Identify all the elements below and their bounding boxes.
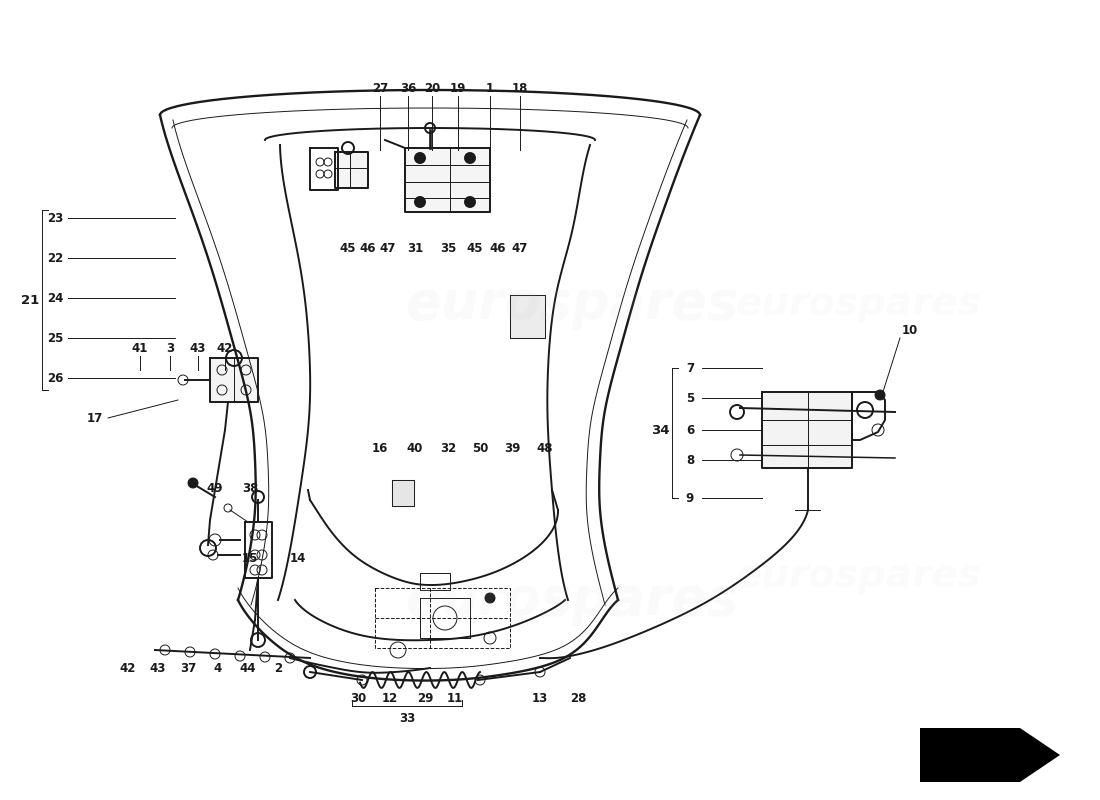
- Text: 37: 37: [180, 662, 196, 674]
- Text: 42: 42: [217, 342, 233, 354]
- Text: 22: 22: [47, 251, 63, 265]
- Circle shape: [874, 390, 886, 400]
- Text: 33: 33: [399, 711, 415, 725]
- Text: 45: 45: [466, 242, 483, 254]
- Text: 31: 31: [407, 242, 424, 254]
- Text: 39: 39: [504, 442, 520, 454]
- Text: 1: 1: [486, 82, 494, 94]
- Text: 21: 21: [21, 294, 40, 306]
- Text: 23: 23: [47, 211, 63, 225]
- Circle shape: [415, 153, 425, 163]
- Text: 6: 6: [686, 423, 694, 437]
- Text: 30: 30: [350, 691, 366, 705]
- Text: 50: 50: [472, 442, 488, 454]
- Text: 11: 11: [447, 691, 463, 705]
- Text: 41: 41: [132, 342, 148, 354]
- Text: 13: 13: [532, 691, 548, 705]
- Text: 43: 43: [190, 342, 206, 354]
- Text: eurospares: eurospares: [735, 557, 981, 595]
- Text: 10: 10: [902, 323, 918, 337]
- Circle shape: [415, 197, 425, 207]
- Text: 7: 7: [686, 362, 694, 374]
- Text: 27: 27: [372, 82, 388, 94]
- Text: 42: 42: [120, 662, 136, 674]
- Polygon shape: [920, 728, 1060, 782]
- Text: 40: 40: [407, 442, 424, 454]
- Text: eurospares: eurospares: [735, 285, 981, 323]
- Text: 3: 3: [166, 342, 174, 354]
- Text: 44: 44: [240, 662, 256, 674]
- Circle shape: [465, 153, 475, 163]
- Circle shape: [465, 197, 475, 207]
- Text: 45: 45: [340, 242, 356, 254]
- Text: 18: 18: [512, 82, 528, 94]
- Text: 48: 48: [537, 442, 553, 454]
- Text: 25: 25: [47, 331, 63, 345]
- Text: 12: 12: [382, 691, 398, 705]
- Text: 15: 15: [242, 551, 258, 565]
- Text: 47: 47: [512, 242, 528, 254]
- Text: 28: 28: [570, 691, 586, 705]
- Text: 19: 19: [450, 82, 466, 94]
- Text: 35: 35: [440, 242, 456, 254]
- Text: 17: 17: [87, 411, 103, 425]
- Text: 34: 34: [651, 423, 669, 437]
- Text: 20: 20: [424, 82, 440, 94]
- Text: 49: 49: [207, 482, 223, 494]
- Text: 46: 46: [490, 242, 506, 254]
- Circle shape: [485, 593, 495, 603]
- Text: 8: 8: [686, 454, 694, 466]
- Text: 9: 9: [686, 491, 694, 505]
- Text: eurospares: eurospares: [405, 278, 739, 330]
- Circle shape: [188, 478, 198, 488]
- Text: 16: 16: [372, 442, 388, 454]
- Text: 36: 36: [399, 82, 416, 94]
- Text: 43: 43: [150, 662, 166, 674]
- Text: 14: 14: [289, 551, 306, 565]
- Text: 38: 38: [242, 482, 258, 494]
- Text: 26: 26: [47, 371, 63, 385]
- Text: 24: 24: [47, 291, 63, 305]
- Text: 32: 32: [440, 442, 456, 454]
- Text: 47: 47: [379, 242, 396, 254]
- Circle shape: [425, 123, 435, 133]
- Text: eurospares: eurospares: [405, 574, 739, 626]
- Text: 5: 5: [686, 391, 694, 405]
- Text: 4: 4: [213, 662, 222, 674]
- Text: 29: 29: [417, 691, 433, 705]
- Text: 46: 46: [360, 242, 376, 254]
- Text: 2: 2: [274, 662, 282, 674]
